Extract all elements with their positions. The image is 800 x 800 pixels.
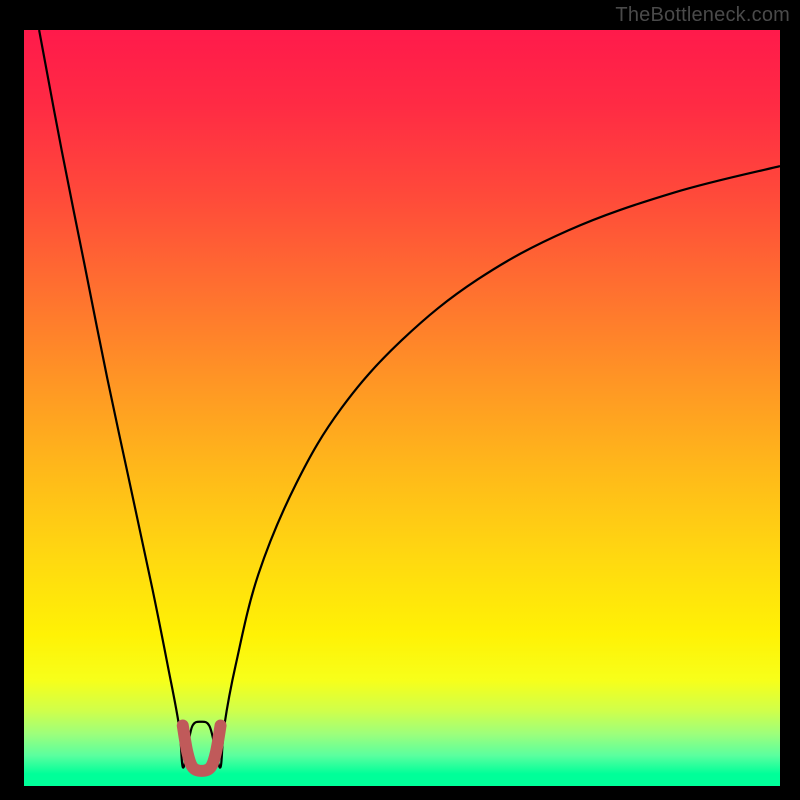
curve-path	[39, 30, 780, 768]
attribution-text: TheBottleneck.com	[615, 4, 790, 27]
dip-accent-path	[183, 726, 221, 771]
bottleneck-curve	[24, 30, 780, 786]
plot-frame	[22, 28, 782, 782]
